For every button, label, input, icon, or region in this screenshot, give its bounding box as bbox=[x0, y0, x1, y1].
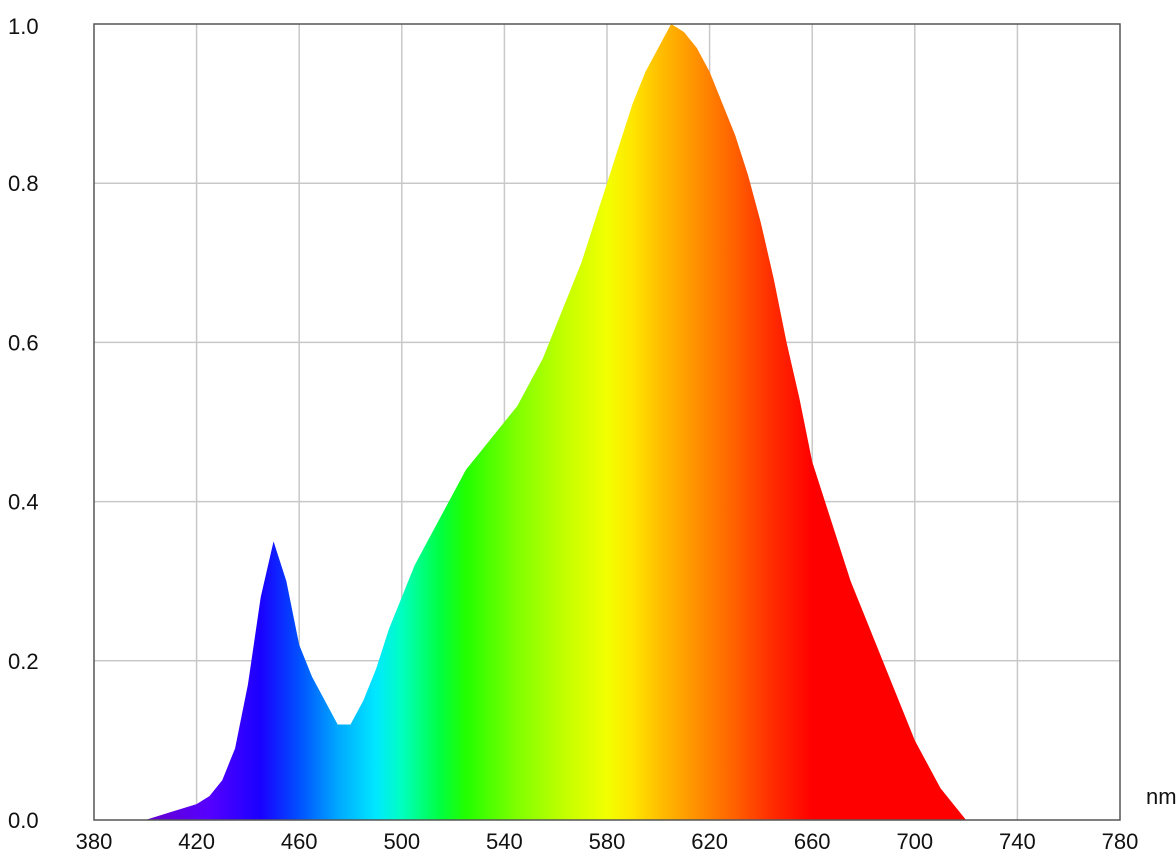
spectrum-area bbox=[94, 24, 967, 820]
y-tick-label: 1.0 bbox=[8, 14, 39, 39]
x-tick-label: 500 bbox=[383, 829, 420, 854]
x-tick-label: 700 bbox=[896, 829, 933, 854]
x-tick-label: 780 bbox=[1102, 829, 1139, 854]
spectrum-area-layer bbox=[94, 24, 967, 820]
x-tick-label: 420 bbox=[178, 829, 215, 854]
y-tick-label: 0.6 bbox=[8, 330, 39, 355]
x-tick-label: 380 bbox=[76, 829, 113, 854]
x-tick-label: 620 bbox=[691, 829, 728, 854]
x-tick-label: 740 bbox=[999, 829, 1036, 854]
plot-frame bbox=[93, 23, 1121, 821]
x-tick-label: 540 bbox=[486, 829, 523, 854]
y-tick-label: 0.4 bbox=[8, 490, 39, 515]
y-axis-ticks: 0.0 0.2 0.4 0.6 0.8 1.0 bbox=[8, 14, 39, 833]
x-tick-label: 580 bbox=[589, 829, 626, 854]
y-tick-label: 0.8 bbox=[8, 171, 39, 196]
x-tick-label: 460 bbox=[281, 829, 318, 854]
x-axis-ticks: 380 420 460 500 540 580 620 660 700 740 780 bbox=[76, 829, 1139, 854]
y-tick-label: 0.2 bbox=[8, 649, 39, 674]
y-tick-label: 0.0 bbox=[8, 808, 39, 833]
x-axis-unit-label: nm bbox=[1146, 784, 1176, 809]
x-tick-label: 660 bbox=[794, 829, 831, 854]
